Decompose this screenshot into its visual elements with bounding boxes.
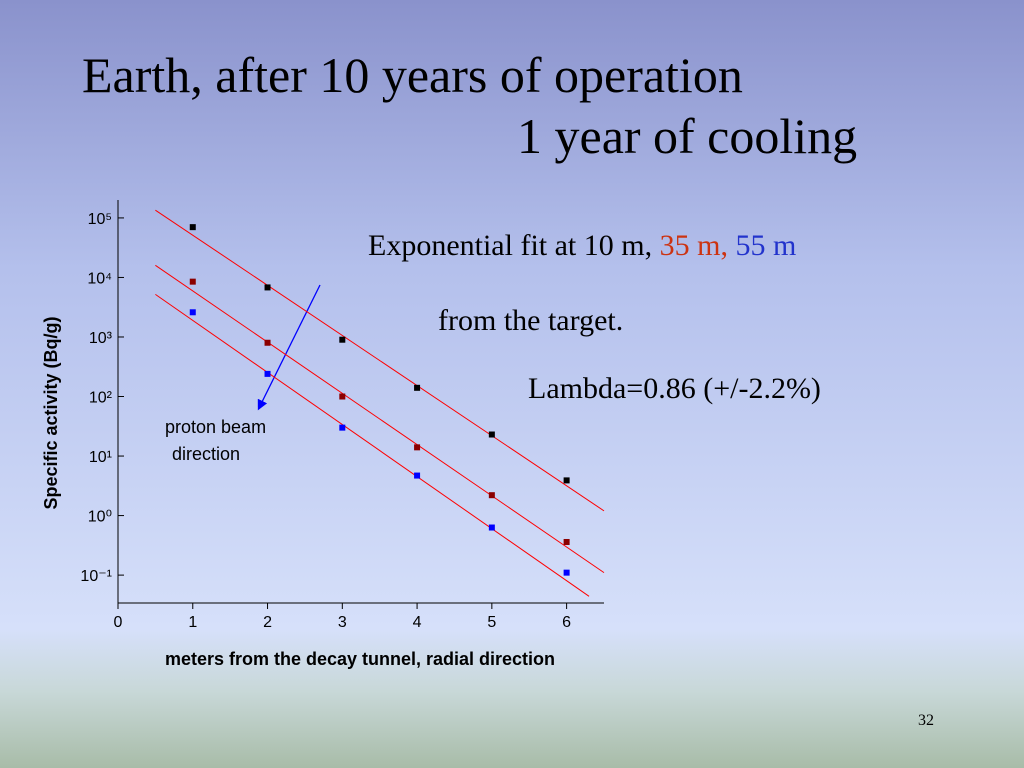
y-tick-label: 10⁰	[88, 509, 112, 526]
fit-text-part: 35 m,	[660, 229, 728, 262]
data-point	[563, 538, 570, 545]
arrow	[257, 284, 321, 411]
fit-text: Exponential fit at 10 m, 35 m, 55 m	[368, 229, 796, 262]
x-tick-label: 5	[487, 614, 496, 631]
data-point	[189, 278, 196, 285]
y-tick-label: 10³	[89, 330, 113, 347]
data-point	[563, 477, 570, 484]
data-point	[563, 569, 570, 576]
x-tick-label: 3	[338, 614, 347, 631]
x-tick-label: 1	[188, 614, 197, 631]
x-tick-label: 0	[114, 614, 123, 631]
x-tick-label: 6	[562, 614, 571, 631]
data-point	[414, 472, 421, 479]
x-axis-label: meters from the decay tunnel, radial dir…	[165, 649, 555, 669]
data-point	[264, 370, 271, 377]
data-point	[414, 444, 421, 451]
slide-title: 1 year of cooling	[517, 108, 857, 164]
data-point	[414, 384, 421, 391]
note: Lambda=0.86 (+/-2.2%)	[528, 372, 821, 405]
fit-text-part: Exponential fit at 10 m,	[368, 229, 652, 262]
fit-text-part: 55 m	[735, 229, 796, 262]
data-point	[488, 492, 495, 499]
data-point	[339, 336, 346, 343]
data-point	[189, 224, 196, 231]
data-point	[189, 309, 196, 316]
fit-line	[155, 209, 605, 512]
data-point	[488, 524, 495, 531]
y-tick-label: 10⁵	[88, 211, 112, 228]
data-point	[264, 284, 271, 291]
y-tick-label: 10⁴	[87, 270, 112, 287]
data-point	[339, 424, 346, 431]
data-point	[264, 339, 271, 346]
slide-title: Earth, after 10 years of operation	[82, 47, 743, 103]
data-point	[339, 393, 346, 400]
y-tick-label: 10¹	[89, 449, 112, 466]
data-point	[488, 431, 495, 438]
y-axis-label: Specific activity (Bq/g)	[41, 316, 61, 509]
x-tick-label: 2	[263, 614, 272, 631]
fit-line	[155, 293, 590, 597]
x-tick-label: 4	[413, 614, 422, 631]
note: from the target.	[438, 304, 623, 337]
page-number: 32	[918, 712, 934, 729]
fit-line	[155, 264, 605, 574]
y-tick-label: 10⁻¹	[80, 568, 112, 585]
y-tick-label: 10²	[89, 390, 113, 407]
annotation: proton beam	[165, 417, 266, 437]
annotation: direction	[172, 444, 240, 464]
